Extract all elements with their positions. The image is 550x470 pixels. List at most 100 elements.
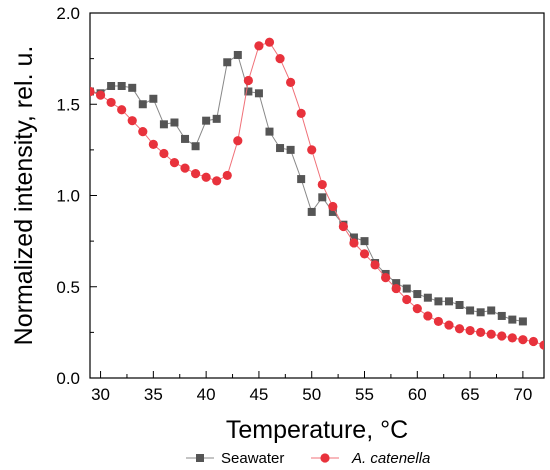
data-point (465, 325, 475, 336)
data-point (190, 169, 201, 179)
data-point (138, 127, 148, 137)
data-point (223, 58, 232, 67)
legend-marker (320, 453, 330, 463)
data-point (402, 294, 412, 305)
series-seawater (90, 50, 527, 326)
data-point (487, 306, 496, 315)
data-point (275, 54, 285, 64)
data-point (297, 175, 306, 184)
data-point (454, 324, 465, 334)
data-point (191, 142, 200, 151)
legend-item: A. catenella (311, 450, 430, 467)
series-line (90, 41, 544, 346)
data-point (433, 316, 444, 327)
data-point (413, 290, 422, 299)
data-point (466, 306, 475, 315)
data-point (286, 77, 296, 87)
x-tick-label: 70 (513, 385, 532, 404)
data-point (265, 127, 274, 136)
data-point (244, 87, 253, 96)
data-point (117, 82, 126, 90)
y-tick-label: 2.0 (56, 4, 80, 23)
data-point (338, 221, 348, 232)
axis-ticks: 30 35 40 45 50 55 60 65 70 0.0 0.5 1.0 1.5 2.0 (56, 4, 532, 404)
data-point (381, 273, 391, 283)
data-point (444, 320, 454, 330)
data-point (359, 249, 370, 259)
data-point (518, 317, 527, 326)
data-point (107, 82, 116, 90)
plot-frame (89, 12, 545, 379)
data-point (212, 114, 221, 123)
data-point (507, 333, 517, 343)
data-point (434, 297, 443, 306)
x-tick-label: 40 (197, 385, 216, 404)
legend-label: A. catenella (351, 450, 430, 467)
data-point (318, 193, 327, 202)
data-point (508, 315, 517, 324)
data-point (476, 308, 485, 317)
data-point (296, 108, 306, 118)
series-layer (90, 37, 544, 350)
data-point (486, 329, 496, 339)
data-point (148, 139, 158, 149)
data-point (307, 207, 316, 216)
data-point (201, 172, 211, 182)
data-point (423, 293, 432, 302)
data-point (233, 50, 242, 59)
data-point (455, 301, 464, 309)
data-point (233, 136, 243, 146)
x-axis-title: Temperature, °C (226, 416, 408, 444)
x-tick-label: 30 (91, 385, 110, 404)
data-point (444, 297, 453, 306)
data-point (159, 148, 169, 159)
x-tick-label: 35 (144, 385, 163, 404)
series-a-catenella (90, 37, 544, 350)
data-point (222, 170, 232, 181)
data-point (170, 118, 179, 127)
data-point (149, 94, 158, 103)
legend-item: Seawater (186, 450, 284, 467)
data-point (392, 279, 401, 288)
data-point (528, 336, 539, 347)
data-point (212, 176, 222, 186)
x-tick-label: 45 (249, 385, 268, 404)
data-point (128, 83, 137, 92)
x-tick-label: 65 (461, 385, 480, 404)
data-point (349, 233, 358, 242)
y-tick-label: 0.0 (56, 369, 80, 388)
legend-label: Seawater (221, 450, 284, 467)
data-point (254, 89, 263, 98)
y-tick-label: 0.5 (56, 278, 80, 297)
data-point (476, 327, 486, 337)
data-point (159, 120, 168, 129)
y-tick-label: 1.0 (56, 187, 80, 206)
data-point (254, 41, 264, 51)
data-point (360, 237, 369, 246)
data-point (276, 144, 285, 153)
data-point (391, 283, 401, 294)
x-tick-label: 55 (355, 385, 374, 404)
data-point (497, 311, 506, 320)
data-point (317, 179, 327, 190)
data-point (117, 105, 127, 115)
x-tick-label: 50 (302, 385, 321, 404)
data-point (138, 100, 147, 109)
data-point (106, 97, 116, 108)
legend-marker (196, 454, 204, 462)
data-point (180, 163, 190, 173)
y-tick-label: 1.5 (56, 95, 80, 114)
data-point (423, 311, 433, 321)
legend: Seawater A. catenella (186, 450, 430, 467)
data-point (202, 116, 211, 125)
y-axis-title: Normalized intensity, rel. u. (10, 46, 38, 346)
data-point (328, 207, 337, 216)
data-point (286, 145, 295, 154)
data-point (264, 37, 275, 47)
data-point (370, 260, 380, 270)
data-point (497, 331, 507, 341)
data-point (127, 116, 137, 126)
data-point (412, 304, 422, 314)
data-point (349, 238, 359, 248)
